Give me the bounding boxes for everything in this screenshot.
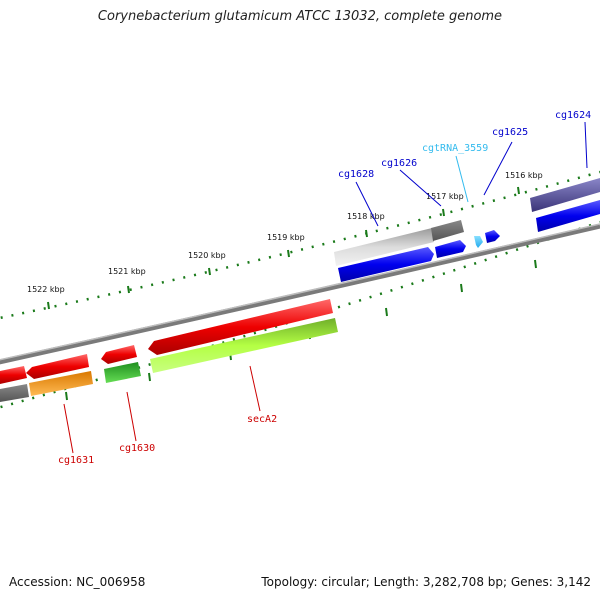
kbp-major-tick <box>127 285 130 294</box>
label-cg1628: cg1628 <box>338 169 374 180</box>
gene-feature-cgtRNA-3559[interactable] <box>474 236 483 248</box>
gene-feature-cg1631[interactable] <box>26 354 89 379</box>
label-leaders <box>63 121 588 454</box>
gene-feature-silver[interactable] <box>334 228 434 266</box>
kbp-label-1517: 1517 kbp <box>426 192 464 201</box>
kbp-major-tick <box>517 186 520 195</box>
gene-feature-lime[interactable] <box>150 318 338 373</box>
genome-backbone <box>0 223 600 365</box>
inner-major-tick <box>460 283 463 293</box>
genome-backbone-highlight <box>0 223 600 361</box>
gene-feature-secA2[interactable] <box>148 299 333 355</box>
label-cg1624: cg1624 <box>555 110 591 121</box>
inner-major-tick <box>534 259 537 269</box>
outer-scale-ring <box>0 170 600 320</box>
kbp-label-1521: 1521 kbp <box>108 267 146 276</box>
gene-feature-cg1624[interactable] <box>536 200 600 232</box>
gene-feature-navy[interactable] <box>530 178 600 212</box>
kbp-major-tick <box>208 267 211 276</box>
reverse-strand-features <box>0 299 338 402</box>
gene-feature-gray-edge[interactable] <box>0 384 29 402</box>
gene-feature-cg1626[interactable] <box>435 240 466 258</box>
inner-major-tick <box>148 372 151 382</box>
inner-major-tick <box>385 307 388 317</box>
genome-summary-text: Topology: circular; Length: 3,282,708 bp… <box>261 575 591 589</box>
label-cg1625: cg1625 <box>492 127 528 138</box>
kbp-label-1516: 1516 kbp <box>505 171 543 180</box>
gene-feature-green[interactable] <box>104 362 141 383</box>
kbp-label-1518: 1518 kbp <box>347 212 385 221</box>
gene-feature-orange[interactable] <box>29 371 93 396</box>
gene-feature-cg1630[interactable] <box>101 345 137 364</box>
kbp-major-tick <box>47 301 50 310</box>
kbp-major-tick <box>365 229 368 238</box>
kbp-major-tick <box>287 249 290 258</box>
inner-major-tick <box>65 391 68 401</box>
kbp-label-1522: 1522 kbp <box>27 285 65 294</box>
label-cg1631: cg1631 <box>58 455 94 466</box>
label-cgtRNA-3559: cgtRNA_3559 <box>422 143 488 154</box>
kbp-label-1519: 1519 kbp <box>267 233 305 242</box>
label-secA2: secA2 <box>247 414 277 425</box>
kbp-label-1520: 1520 kbp <box>188 251 226 260</box>
forward-strand-features <box>334 178 600 282</box>
accession-text: Accession: NC_006958 <box>9 575 146 589</box>
gene-feature-darkgray[interactable] <box>431 220 464 241</box>
kbp-major-tick <box>442 208 445 217</box>
gene-feature-cg1628[interactable] <box>338 247 434 282</box>
gene-feature-cg1625[interactable] <box>485 230 500 243</box>
map-title: Corynebacterium glutamicum ATCC 13032, c… <box>97 9 503 24</box>
gene-feature-red-edge[interactable] <box>0 366 27 384</box>
label-cg1626: cg1626 <box>381 158 417 169</box>
label-cg1630: cg1630 <box>119 443 155 454</box>
